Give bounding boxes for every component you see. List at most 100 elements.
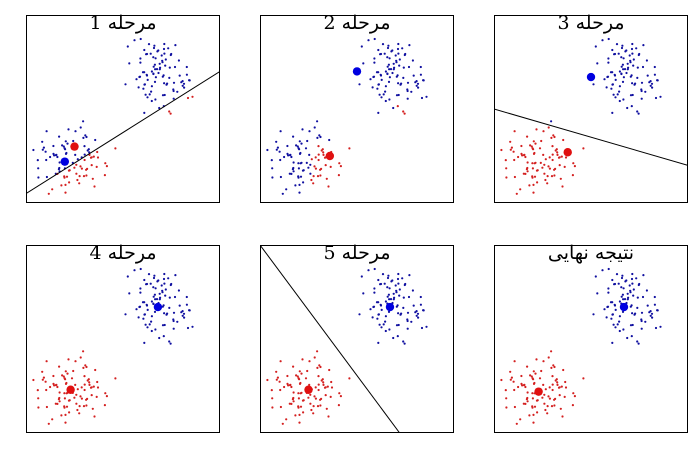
data-point [322, 151, 325, 154]
data-point [558, 156, 561, 159]
data-point [90, 394, 93, 397]
data-point [622, 57, 625, 60]
data-point [149, 52, 152, 55]
data-point [133, 39, 136, 42]
data-point [551, 388, 554, 392]
data-point [422, 309, 425, 312]
centroid-a [352, 67, 362, 76]
data-point [84, 134, 87, 137]
data-point [300, 372, 303, 375]
data-point [377, 48, 380, 52]
data-point [83, 388, 86, 392]
data-point [641, 295, 645, 299]
data-point [186, 326, 190, 330]
data-point [644, 320, 647, 323]
data-point [298, 148, 301, 151]
data-point [388, 287, 391, 290]
data-point [45, 130, 48, 133]
data-point [548, 167, 551, 170]
data-point [379, 73, 382, 76]
data-point [168, 296, 171, 299]
panel-frame [260, 15, 454, 203]
panel-title: مرحله 3 [557, 12, 624, 34]
data-point [161, 75, 164, 78]
data-point [384, 329, 387, 333]
data-point [312, 182, 315, 185]
data-point [513, 360, 516, 363]
data-point [551, 153, 554, 156]
data-point [513, 405, 516, 409]
data-point [521, 384, 524, 387]
data-point [169, 283, 172, 287]
data-point [615, 43, 619, 46]
data-point [66, 372, 69, 375]
data-point [141, 71, 145, 74]
data-point [377, 341, 380, 344]
panel-4: مرحله 4 [26, 242, 220, 433]
data-point [154, 287, 157, 290]
data-point [522, 384, 526, 387]
data-point [306, 369, 309, 373]
data-point [573, 165, 576, 168]
centroid-a [60, 157, 69, 166]
data-point [618, 99, 621, 103]
data-point [399, 83, 402, 86]
data-point [49, 385, 52, 389]
data-point [76, 388, 79, 391]
data-point [377, 111, 380, 114]
data-point [632, 294, 635, 297]
data-point [414, 311, 417, 314]
data-point [88, 383, 91, 386]
data-point [621, 44, 624, 47]
data-point [618, 90, 621, 93]
data-point [154, 328, 157, 331]
data-point [185, 73, 188, 76]
data-point [94, 138, 97, 142]
centroid-a [153, 302, 163, 312]
data-point [397, 323, 400, 327]
data-point [419, 295, 422, 299]
panel-frame [494, 15, 688, 203]
data-point [150, 85, 153, 88]
data-point [377, 83, 380, 86]
data-point [45, 360, 48, 363]
data-point [607, 61, 610, 64]
data-point [285, 418, 288, 421]
data-point [279, 175, 282, 179]
centroid-b [563, 148, 572, 157]
data-point [168, 306, 171, 309]
data-point [330, 386, 334, 389]
data-point [88, 381, 91, 384]
data-point [389, 68, 393, 71]
data-point [525, 398, 528, 401]
data-point [37, 176, 40, 179]
data-point [384, 300, 387, 303]
data-point [397, 42, 400, 46]
data-point [76, 158, 79, 161]
data-point [348, 377, 351, 380]
data-point [392, 336, 395, 340]
data-point [126, 275, 129, 278]
data-point [621, 293, 624, 296]
data-point [36, 389, 39, 392]
data-point [397, 272, 400, 276]
data-point [45, 158, 48, 162]
data-point [172, 327, 175, 330]
data-point [150, 70, 153, 73]
data-point [67, 399, 71, 402]
data-point [377, 278, 380, 282]
data-point [648, 311, 651, 314]
data-point [631, 52, 634, 55]
data-point [618, 85, 621, 88]
data-point [524, 172, 527, 175]
data-point [313, 395, 316, 398]
data-point [300, 142, 303, 145]
data-point [163, 312, 166, 315]
data-point [80, 397, 83, 400]
data-point [386, 65, 389, 68]
data-point [79, 395, 82, 398]
data-point [337, 174, 340, 177]
data-point [318, 364, 321, 367]
data-point [60, 414, 63, 417]
data-point [32, 378, 35, 382]
